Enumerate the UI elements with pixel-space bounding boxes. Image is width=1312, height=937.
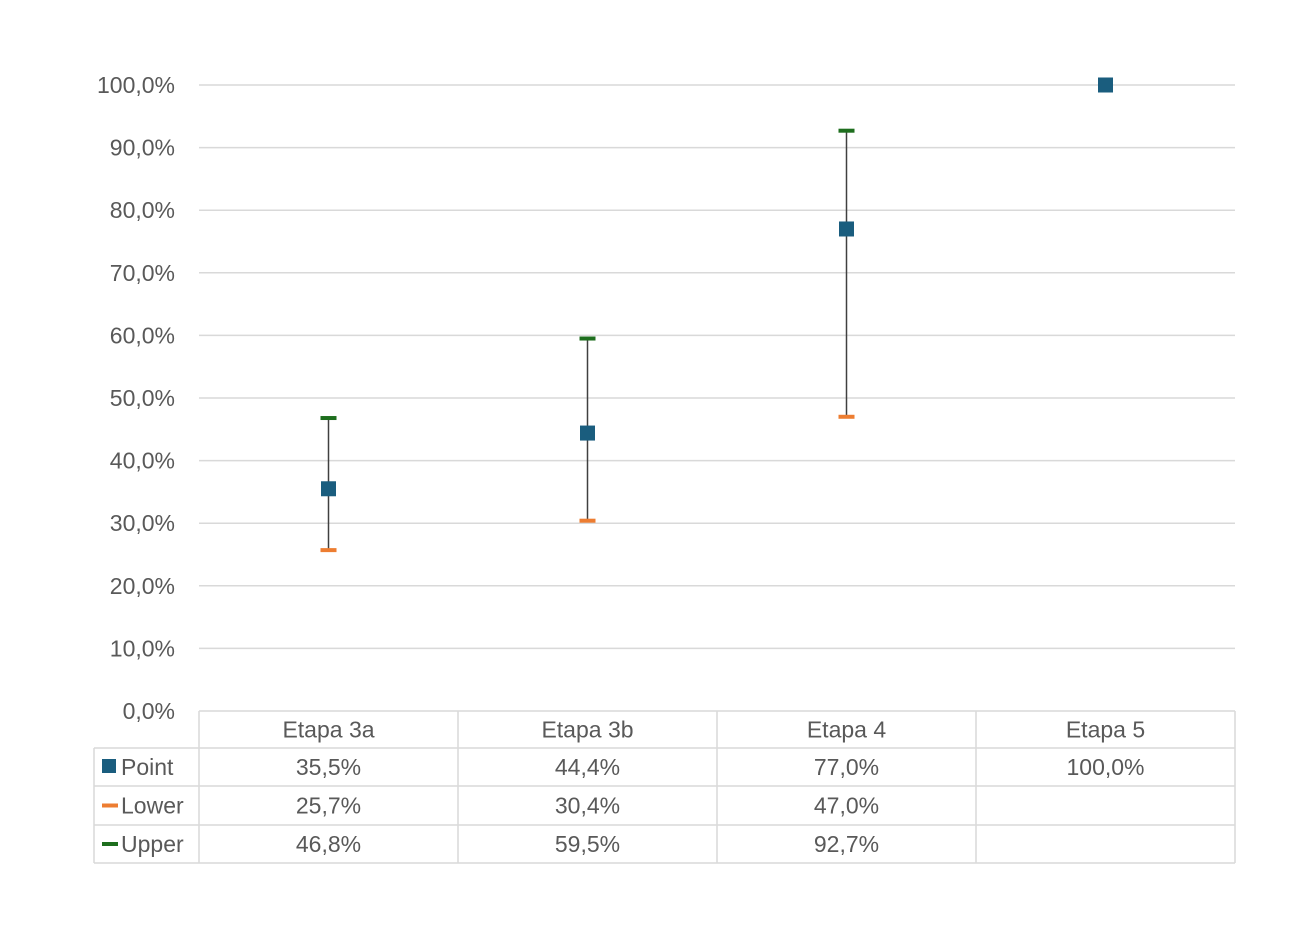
point-marker: [1098, 77, 1113, 93]
table-cell-upper: 46,8%: [296, 831, 361, 857]
table-cell-lower: 30,4%: [555, 793, 620, 819]
table-cell-point: 44,4%: [555, 754, 620, 780]
error-bars: [320, 128, 855, 553]
table-cell-lower: 47,0%: [814, 793, 879, 819]
y-tick-label: 0,0%: [123, 698, 175, 724]
y-tick-label: 20,0%: [110, 573, 175, 599]
legend-key-point: [102, 759, 116, 773]
gridlines: [199, 84, 1235, 650]
x-category-label: Etapa 5: [1066, 717, 1145, 743]
upper-marker: [579, 336, 596, 341]
upper-marker: [838, 128, 855, 133]
y-tick-label: 10,0%: [110, 635, 175, 661]
y-tick-label: 30,0%: [110, 510, 175, 536]
legend-key-lower: [102, 803, 118, 808]
table-cell-point: 35,5%: [296, 754, 361, 780]
table-cell-upper: 59,5%: [555, 831, 620, 857]
point-marker: [839, 221, 854, 237]
table-cell-point: 100,0%: [1066, 754, 1144, 780]
y-tick-label: 90,0%: [110, 135, 175, 161]
legend-label-lower: Lower: [121, 793, 184, 819]
y-tick-label: 100,0%: [97, 72, 175, 98]
lower-marker: [579, 518, 596, 523]
y-tick-label: 80,0%: [110, 197, 175, 223]
y-tick-label: 50,0%: [110, 385, 175, 411]
x-category-label: Etapa 4: [807, 717, 886, 743]
lower-marker: [320, 548, 337, 553]
table-cell-upper: 92,7%: [814, 831, 879, 857]
legend-key-upper: [102, 842, 118, 846]
lower-marker: [838, 414, 855, 419]
legend-label-upper: Upper: [121, 831, 184, 857]
table-cell-point: 77,0%: [814, 754, 879, 780]
y-axis-ticks: 0,0% 10,0% 20,0% 30,0% 40,0% 50,0% 60,0% 70,0% 8…: [97, 72, 175, 724]
x-category-label: Etapa 3a: [282, 717, 374, 743]
y-tick-label: 40,0%: [110, 448, 175, 474]
point-marker: [580, 425, 595, 441]
legend-label-point: Point: [121, 754, 174, 780]
y-tick-label: 60,0%: [110, 322, 175, 348]
table-cell-lower: 25,7%: [296, 793, 361, 819]
data-table: Etapa 3a Etapa 3b Etapa 4 Etapa 5 Point 35,5%…: [93, 710, 1236, 864]
x-category-label: Etapa 3b: [541, 717, 633, 743]
y-tick-label: 70,0%: [110, 260, 175, 286]
upper-marker: [320, 416, 337, 421]
data-markers: [321, 77, 1113, 497]
point-marker: [321, 481, 336, 497]
